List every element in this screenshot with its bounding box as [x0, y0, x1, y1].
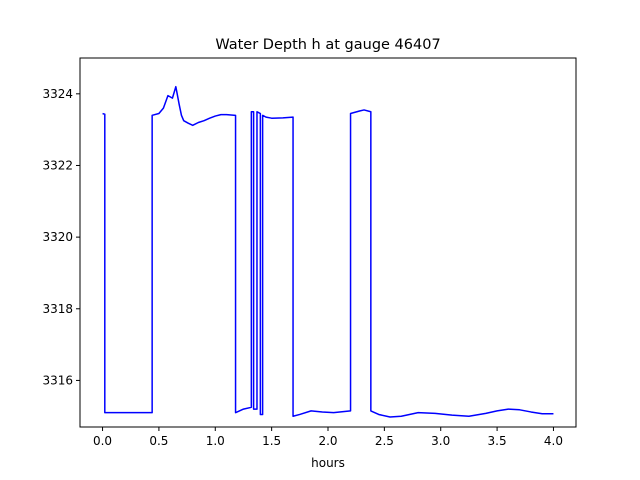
x-tick-label: 2.5	[375, 434, 394, 448]
x-tick-label: 1.0	[206, 434, 225, 448]
x-tick-label: 4.0	[544, 434, 563, 448]
y-axis-ticks: 3316 3318 3320 3322 3324	[42, 87, 80, 387]
x-tick-label: 1.5	[262, 434, 281, 448]
x-tick-label: 2.0	[318, 434, 337, 448]
series-line-0	[102, 85, 554, 418]
x-tick-label: 3.0	[431, 434, 450, 448]
y-tick-label: 3322	[42, 158, 73, 172]
chart-title: Water Depth h at gauge 46407	[215, 37, 440, 53]
y-tick-label: 3324	[42, 87, 73, 101]
x-axis-label: hours	[311, 456, 345, 470]
series-layer	[102, 85, 554, 418]
x-tick-label: 3.5	[488, 434, 507, 448]
x-tick-label: 0.5	[149, 434, 168, 448]
y-tick-label: 3316	[42, 373, 73, 387]
plot-frame	[79, 57, 577, 428]
plot-area	[80, 58, 576, 427]
x-tick-label: 0.0	[93, 434, 112, 448]
x-axis-ticks: 0.0 0.5 1.0 1.5 2.0 2.5 3.0 3.5 4.0	[93, 427, 563, 448]
y-tick-label: 3320	[42, 230, 73, 244]
y-tick-label: 3318	[42, 302, 73, 316]
